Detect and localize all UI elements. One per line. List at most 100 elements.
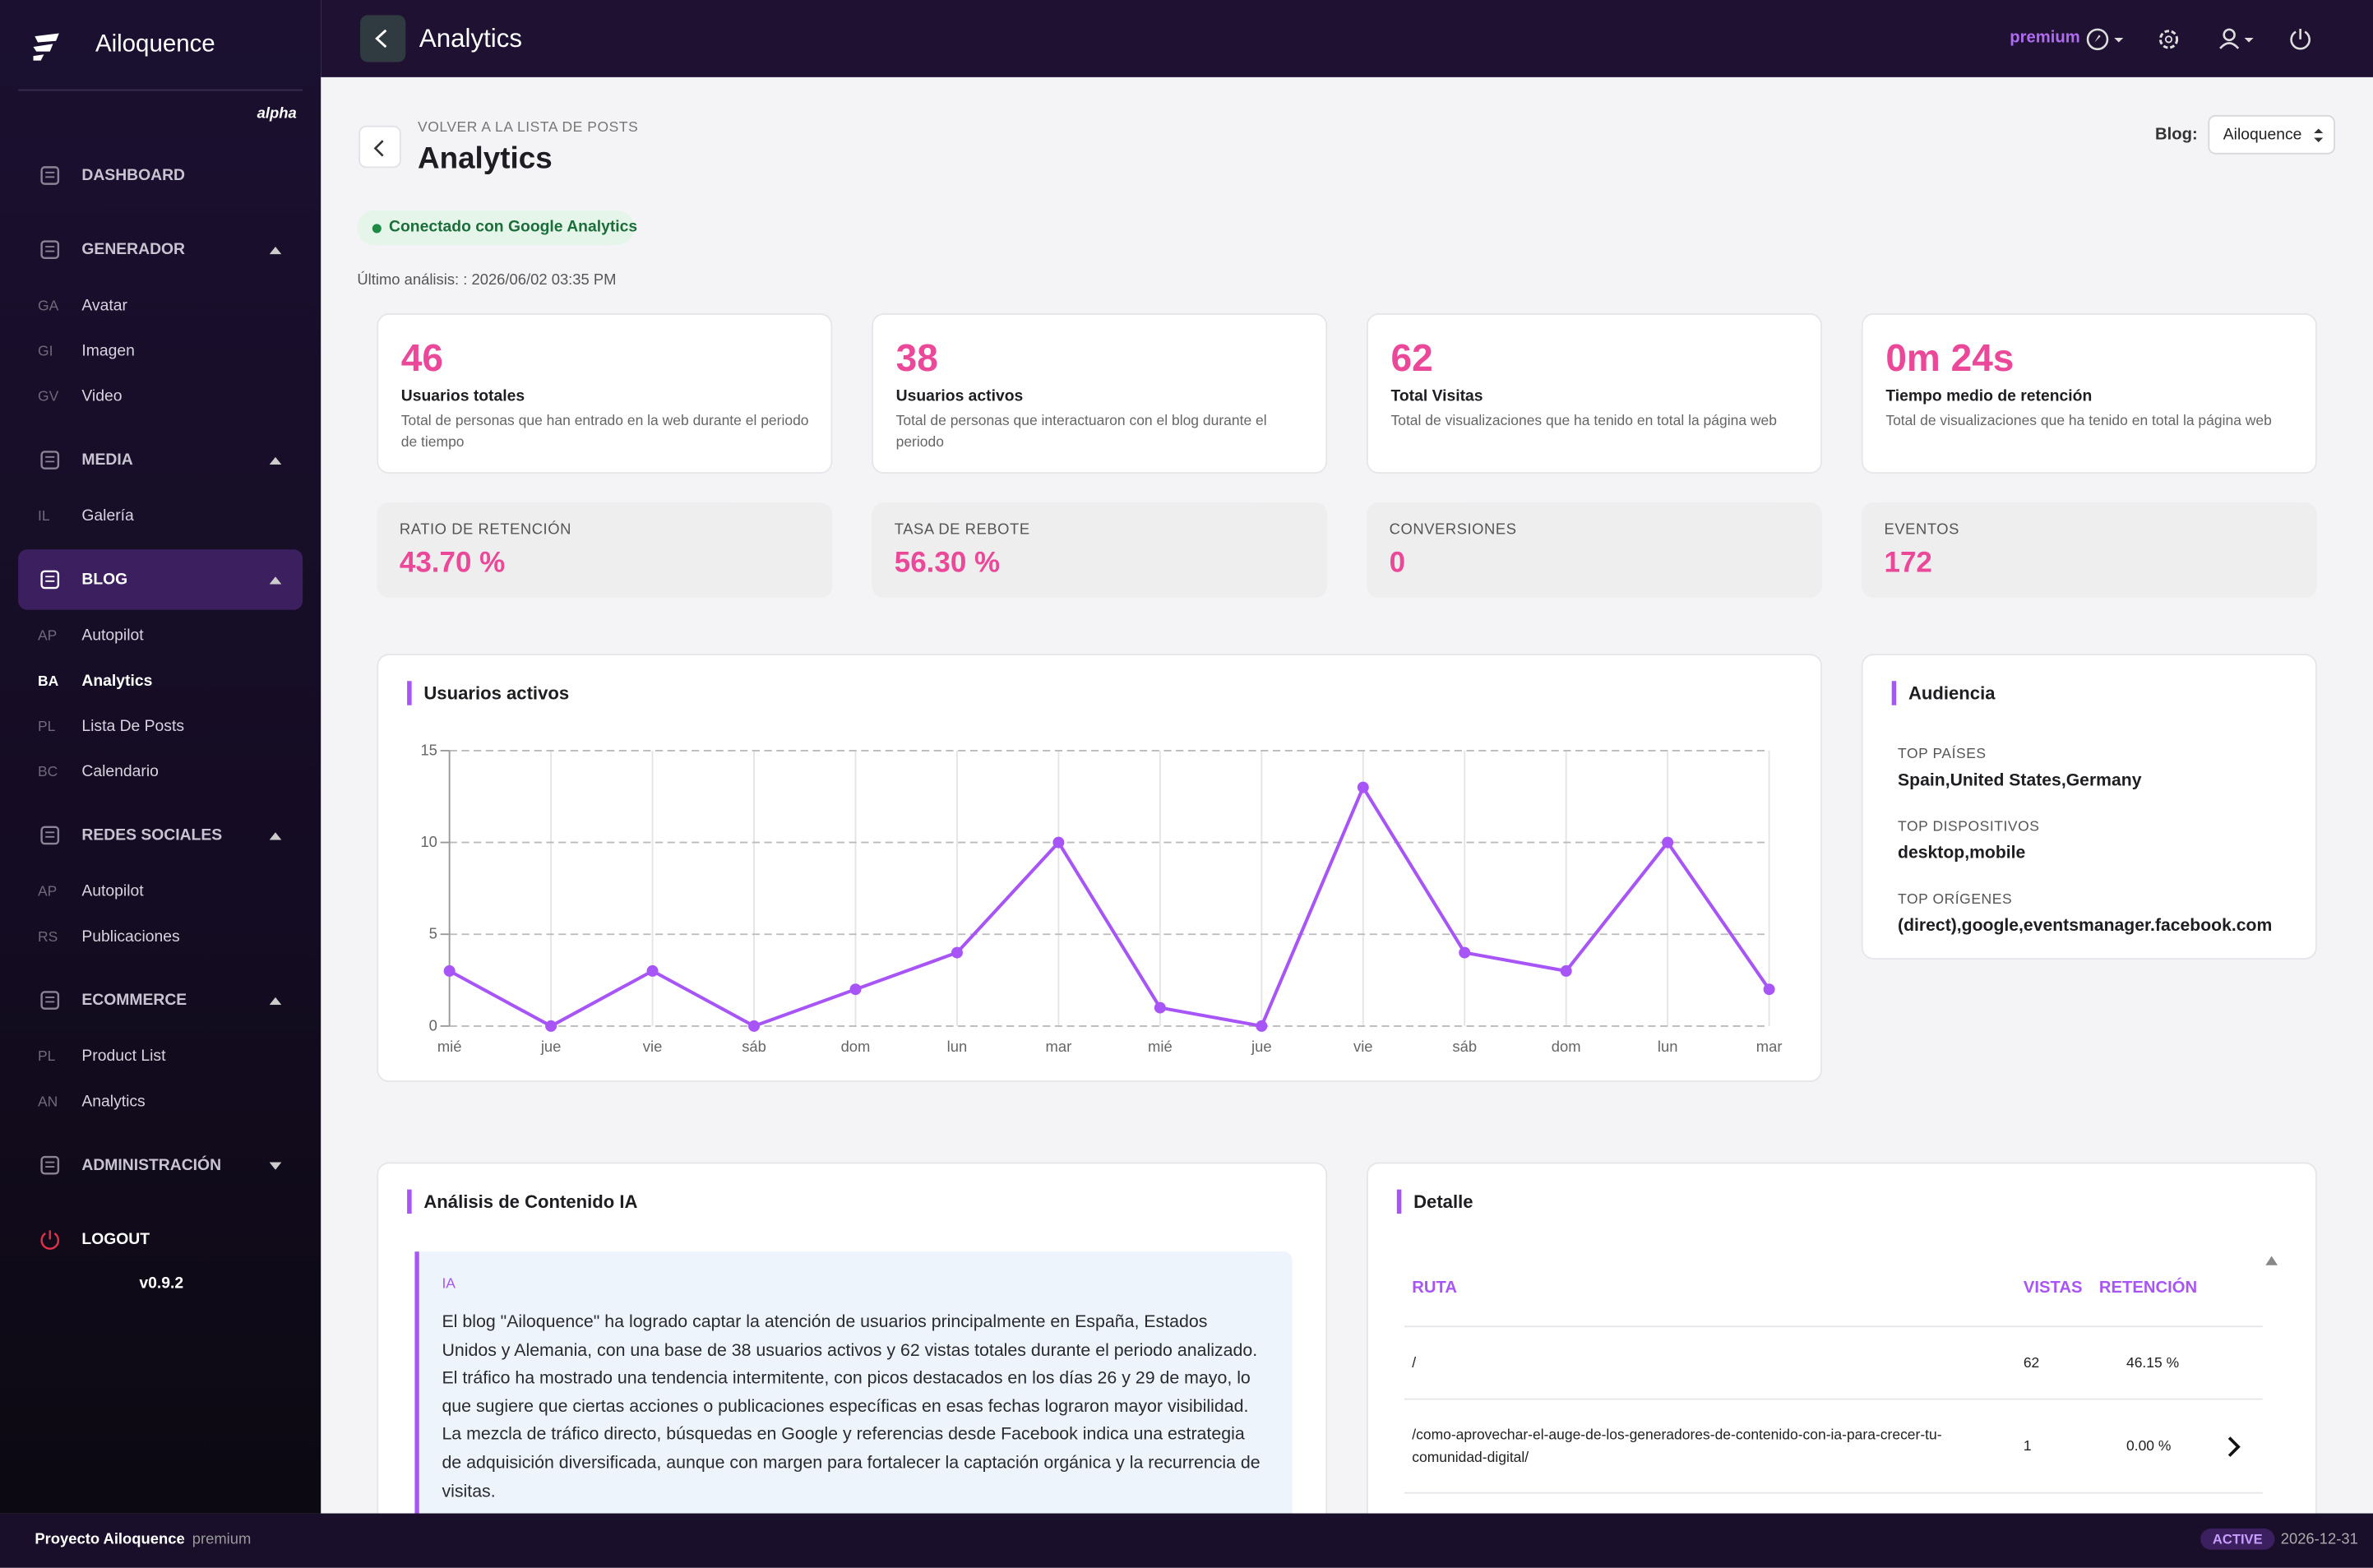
nav-section[interactable]: GENERADOR	[18, 220, 303, 280]
nav-abbr: PL	[38, 1048, 56, 1066]
back-link[interactable]	[358, 125, 401, 169]
chart-card: Usuarios activos mié jue vie sáb dom lun mar mi…	[377, 654, 1823, 1083]
nav-label: ECOMMERCE	[81, 991, 187, 1010]
nav-abbr: BA	[38, 673, 59, 691]
nav-item[interactable]: AN Analytics	[18, 1085, 303, 1122]
y-tick-label: 10	[420, 833, 437, 850]
metric-label: EVENTOS	[1884, 521, 1960, 539]
footer-project: Proyecto Ailoquence	[35, 1531, 185, 1548]
nav-item[interactable]: GI Imagen	[18, 335, 303, 371]
nav-section[interactable]: BLOG	[18, 549, 303, 610]
collapse-caret	[269, 1162, 282, 1170]
x-tick-label: mié	[437, 1038, 462, 1055]
nav-item-label: Publicaciones	[81, 927, 180, 946]
status-pill: Conectado con Google Analytics	[357, 210, 638, 246]
column-header: RUTA	[1412, 1279, 1457, 1297]
column-header: RETENCIÓN	[2098, 1279, 2198, 1297]
x-tick-label: lun	[1658, 1038, 1678, 1055]
nav-section[interactable]: LOGOUT	[18, 1210, 303, 1270]
nav-item-label: Product List	[81, 1047, 166, 1066]
nav-item-label: Lista De Posts	[81, 717, 185, 736]
select-arrows	[2314, 128, 2324, 143]
app-name: Ailoquence	[95, 31, 215, 58]
nav-section[interactable]: DASHBOARD	[18, 146, 303, 206]
nav-item[interactable]: AP Autopilot	[18, 875, 303, 911]
metric-value: 56.30 %	[894, 548, 1001, 580]
metric-value: 172	[1884, 548, 1932, 580]
nav-section[interactable]: ADMINISTRACIÓN	[18, 1135, 303, 1196]
analysis-title: Análisis de Contenido IA	[407, 1189, 638, 1214]
kpi-desc: Total de visualizaciones que ha tenido e…	[1885, 413, 2272, 430]
nav-section[interactable]: ECOMMERCE	[18, 970, 303, 1031]
nav-item[interactable]: GV Video	[18, 380, 303, 416]
logo	[33, 33, 59, 61]
audience-label: TOP DISPOSITIVOS	[1898, 818, 2040, 835]
footer-date: 2026-12-31	[2280, 1531, 2358, 1548]
kpi-value: 0m 24s	[1885, 337, 2015, 380]
nav-icon	[40, 1155, 60, 1175]
footer-status: ACTIVE	[2200, 1528, 2275, 1550]
plan[interactable]: premium	[2010, 28, 2080, 48]
nav-item[interactable]: AP Autopilot	[18, 619, 303, 655]
audience-value: Spain,United States,Germany	[1898, 771, 2142, 790]
nav-icon	[40, 826, 60, 845]
nav-item[interactable]: BC Calendario	[18, 755, 303, 791]
nav-item[interactable]: PL Lista De Posts	[18, 710, 303, 746]
kpi-card: 46 Usuarios totales Total de personas que …	[377, 312, 833, 474]
topbar-title: Analytics	[419, 24, 523, 53]
nav-label: BLOG	[81, 570, 128, 589]
table-row[interactable]: /como-aprovechar-el-auge-de-los-generado…	[1404, 1400, 2263, 1494]
nav-abbr: GI	[38, 343, 53, 361]
blog-value: Ailoquence	[2223, 125, 2302, 144]
nav-item[interactable]: RS Publicaciones	[18, 920, 303, 956]
kpi-label: Total Visitas	[1390, 387, 1483, 406]
nav-item[interactable]: IL Galería	[18, 499, 303, 535]
x-tick-label: mar	[1756, 1038, 1783, 1055]
audience-label: TOP ORÍGENES	[1898, 891, 2013, 909]
metric-value: 0	[1389, 548, 1406, 580]
audience-label: TOP PAÍSES	[1898, 746, 1987, 763]
nav-section[interactable]: MEDIA	[18, 430, 303, 491]
metric-card: TASA DE REBOTE 56.30 %	[872, 502, 1328, 599]
topbar-icons[interactable]	[2085, 24, 2373, 54]
nav-item[interactable]: PL Product List	[18, 1039, 303, 1075]
blog-select[interactable]: Ailoquence	[2208, 114, 2335, 155]
row-divider	[1404, 1325, 2263, 1328]
cell-views: 62	[2023, 1354, 2040, 1371]
sidebar: Ailoquence alpha DASHBOARD GENERADOR GA Ava…	[0, 0, 321, 1514]
audience-value: (direct),google,eventsmanager.facebook.c…	[1898, 917, 2273, 936]
nav-icon	[40, 240, 60, 260]
x-tick-label: dom	[1552, 1038, 1581, 1055]
nav-abbr: RS	[38, 929, 58, 946]
nav-abbr: GA	[38, 298, 59, 315]
scroll-arrow[interactable]	[2265, 1256, 2278, 1267]
kpi-card: 38 Usuarios activos Total de personas que …	[872, 312, 1328, 474]
nav-item-label: Galería	[81, 506, 134, 525]
nav-icon	[40, 570, 60, 590]
audience-card: Audiencia TOP PAÍSES Spain,United States,…	[1861, 654, 2317, 960]
cell-retention: 0.00 %	[2126, 1437, 2172, 1455]
y-tick-label: 15	[420, 741, 437, 758]
back-label[interactable]: VOLVER A LA LISTA DE POSTS	[417, 119, 639, 136]
nav-label: LOGOUT	[81, 1230, 150, 1249]
nav-label: GENERADOR	[81, 240, 186, 259]
nav-item[interactable]: GA Avatar	[18, 289, 303, 326]
back-button[interactable]	[360, 15, 406, 62]
table-row[interactable]: / 62 46.15 %	[1404, 1327, 2263, 1400]
status-text: Conectado con Google Analytics	[389, 218, 638, 237]
metric-label: TASA DE REBOTE	[894, 521, 1030, 539]
x-tick-label: vie	[1353, 1038, 1373, 1055]
point	[1560, 964, 1572, 977]
nav-item[interactable]: BA Analytics	[18, 664, 303, 701]
x-tick-label: sáb	[742, 1038, 766, 1055]
kpi-desc: Total de personas que han entrado en la …	[400, 413, 809, 451]
nav-abbr: PL	[38, 719, 56, 736]
row-chevron[interactable]	[2226, 1436, 2241, 1458]
nav-item-label: Imagen	[81, 341, 135, 361]
x-tick-label: vie	[643, 1038, 663, 1055]
nav-section[interactable]: REDES SOCIALES	[18, 805, 303, 866]
point	[849, 983, 862, 996]
chevron-icon	[375, 29, 387, 49]
kpi-card: 0m 24s Tiempo medio de retención Total de …	[1861, 312, 2317, 474]
metric-card: CONVERSIONES 0	[1367, 502, 1823, 599]
